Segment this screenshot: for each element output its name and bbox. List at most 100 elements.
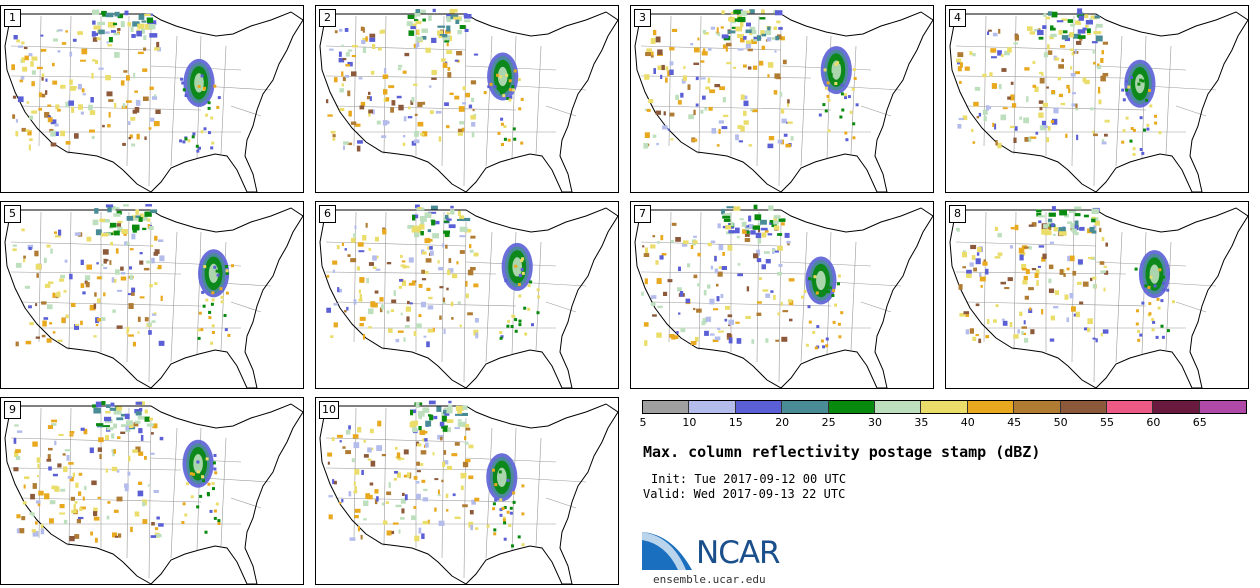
reflectivity-cell: [1007, 277, 1013, 282]
reflectivity-cell: [121, 229, 128, 234]
reflectivity-cell: [336, 434, 343, 438]
reflectivity-cell: [518, 274, 522, 277]
reflectivity-cell: [407, 224, 415, 229]
reflectivity-cell: [529, 280, 533, 284]
reflectivity-cell: [445, 30, 451, 34]
reflectivity-cell: [153, 252, 159, 256]
state-boundary: [38, 407, 42, 539]
reflectivity-cell: [829, 73, 833, 76]
colorbar-tick-label: 35: [914, 416, 929, 429]
reflectivity-cell: [1132, 147, 1136, 151]
reflectivity-cell: [25, 340, 32, 345]
reflectivity-cell: [15, 449, 21, 453]
reflectivity-cell: [500, 91, 503, 95]
reflectivity-cell: [95, 229, 102, 236]
reflectivity-cell: [24, 55, 29, 61]
reflectivity-cell: [1032, 60, 1036, 64]
state-boundary: [965, 301, 1147, 307]
reflectivity-cell: [428, 400, 436, 405]
reflectivity-cell: [45, 90, 48, 95]
reflectivity-cell: [436, 406, 442, 412]
reflectivity-cell: [41, 76, 44, 81]
reflectivity-cell: [1102, 329, 1109, 334]
reflectivity-cell: [428, 211, 437, 214]
reflectivity-cell: [110, 402, 115, 407]
reflectivity-cell: [382, 228, 387, 235]
chart-title: Max. column reflectivity postage stamp (…: [643, 443, 1041, 461]
reflectivity-cell: [771, 37, 778, 40]
reflectivity-cell: [129, 248, 134, 251]
reflectivity-cell: [397, 456, 402, 461]
storm-system: [816, 270, 826, 291]
reflectivity-cell: [1121, 88, 1125, 92]
reflectivity-cell: [966, 273, 972, 278]
reflectivity-cell: [59, 504, 65, 509]
coastline: [319, 11, 618, 192]
reflectivity-cell: [182, 88, 186, 92]
reflectivity-cell: [407, 14, 415, 19]
state-boundary: [1165, 45, 1172, 155]
reflectivity-cell: [196, 470, 200, 474]
reflectivity-cell: [1087, 32, 1091, 35]
reflectivity-cell: [718, 128, 721, 134]
reflectivity-cell: [391, 100, 396, 106]
reflectivity-cell: [328, 514, 333, 520]
reflectivity-cell: [21, 57, 25, 63]
reflectivity-cell: [764, 251, 770, 254]
reflectivity-cell: [358, 250, 365, 253]
reflectivity-map: [4, 9, 303, 192]
reflectivity-cell: [28, 144, 31, 151]
reflectivity-cell: [661, 253, 667, 256]
reflectivity-cell: [428, 85, 432, 88]
reflectivity-cell: [714, 268, 719, 274]
reflectivity-cell: [508, 524, 512, 528]
reflectivity-cell: [91, 480, 97, 486]
reflectivity-cell: [94, 292, 97, 297]
reflectivity-cell: [402, 142, 406, 147]
reflectivity-cell: [446, 42, 449, 47]
reflectivity-cell: [415, 20, 422, 25]
reflectivity-cell: [182, 140, 186, 144]
reflectivity-cell: [1151, 318, 1155, 321]
reflectivity-cell: [737, 48, 744, 51]
reflectivity-cell: [721, 208, 725, 215]
colorbar-tick-label: 50: [1053, 416, 1068, 429]
reflectivity-cell: [213, 84, 217, 88]
reflectivity-cell: [708, 106, 713, 111]
reflectivity-cell: [332, 260, 338, 265]
reflectivity-cell: [348, 110, 352, 117]
reflectivity-cell: [767, 233, 773, 236]
reflectivity-cell: [442, 461, 446, 467]
reflectivity-cell: [435, 110, 442, 114]
reflectivity-cell: [1013, 137, 1017, 143]
reflectivity-cell: [58, 433, 64, 436]
reflectivity-cell: [1067, 19, 1073, 23]
reflectivity-cell: [1047, 126, 1051, 131]
reflectivity-cell: [693, 307, 696, 311]
reflectivity-cell: [1130, 127, 1134, 130]
reflectivity-cell: [100, 317, 106, 321]
reflectivity-cell: [722, 96, 726, 103]
reflectivity-cell: [113, 409, 122, 415]
reflectivity-cell: [836, 61, 840, 65]
reflectivity-cell: [107, 501, 111, 504]
reflectivity-cell: [437, 25, 446, 28]
reflectivity-cell: [644, 132, 650, 138]
reflectivity-cell: [1143, 128, 1146, 132]
reflectivity-cell: [126, 242, 130, 245]
reflectivity-cell: [442, 242, 445, 248]
reflectivity-cell: [1050, 223, 1055, 227]
reflectivity-cell: [86, 264, 92, 270]
reflectivity-cell: [72, 38, 77, 42]
reflectivity-cell: [1101, 139, 1105, 144]
reflectivity-cell: [379, 297, 384, 302]
reflectivity-cell: [195, 144, 199, 148]
reflectivity-cell: [1024, 137, 1030, 142]
reflectivity-cell: [843, 93, 847, 97]
reflectivity-cell: [681, 78, 686, 84]
reflectivity-cell: [805, 343, 809, 347]
reflectivity-cell: [438, 267, 444, 271]
reflectivity-cell: [1042, 102, 1048, 107]
reflectivity-cell: [446, 50, 453, 54]
reflectivity-cell: [413, 225, 421, 231]
